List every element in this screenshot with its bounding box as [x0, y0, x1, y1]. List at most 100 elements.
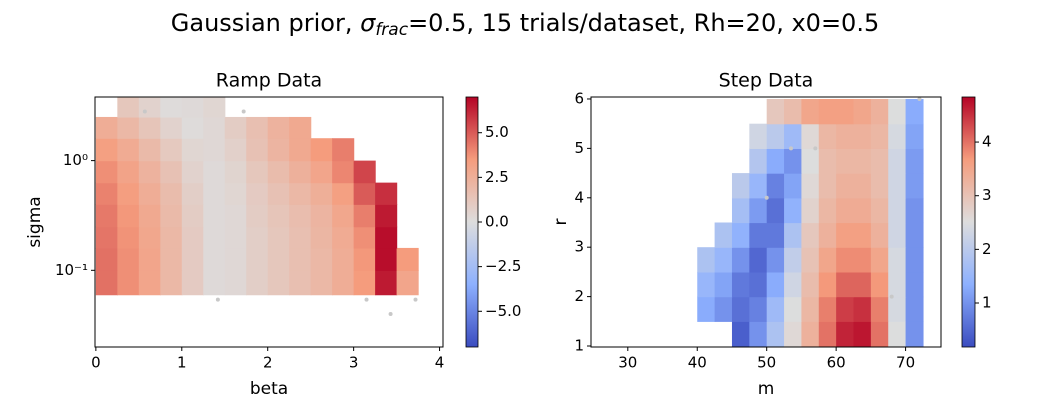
x-tick-label: 30 — [618, 354, 637, 372]
heatmap-cell — [289, 247, 312, 271]
heatmap-cell — [888, 123, 907, 149]
heatmap-cell — [224, 226, 247, 249]
colorbar-tick-label: 4 — [982, 133, 992, 151]
heatmap-cell — [267, 226, 290, 249]
heatmap-cell — [801, 123, 820, 149]
x-tick-label: 3 — [349, 354, 359, 372]
heatmap-cell — [836, 123, 855, 149]
heatmap-cell — [836, 271, 855, 298]
heatmap-cells — [95, 97, 419, 316]
colorbar-tick-label: 3 — [982, 186, 992, 204]
y-tick-label: 10⁻¹ — [55, 261, 88, 279]
heatmap-cell — [246, 247, 269, 271]
scatter-point — [813, 146, 818, 151]
colorbar-tick-label: −5.0 — [485, 302, 521, 320]
y-tick-label: 5 — [574, 139, 584, 157]
heatmap-cell — [117, 138, 140, 162]
heatmap-cell — [836, 98, 855, 125]
heatmap-cell — [332, 226, 355, 249]
heatmap-cell — [117, 247, 140, 271]
heatmap-cell — [905, 197, 924, 224]
heatmap-cell — [784, 296, 803, 322]
heatmap-cell — [714, 296, 733, 322]
heatmap-cell — [836, 296, 855, 322]
heatmap-cell — [697, 271, 716, 298]
heatmap-cell — [714, 222, 733, 248]
y-tick-label: 1 — [574, 337, 584, 355]
heatmap-cell — [836, 222, 855, 248]
heatmap-cell — [784, 271, 803, 298]
heatmap-cell — [267, 204, 290, 228]
heatmap-cell — [332, 270, 355, 296]
scatter-point — [764, 195, 769, 200]
heatmap-cell — [888, 197, 907, 224]
heatmap-cell — [801, 173, 820, 199]
heatmap-cell — [870, 148, 889, 174]
heatmap-cell — [117, 204, 140, 228]
heatmap-cell — [396, 247, 419, 271]
heatmap-cell — [95, 247, 118, 271]
heatmap-cell — [310, 204, 333, 228]
scatter-point — [789, 146, 793, 151]
heatmap-cell — [375, 182, 398, 205]
heatmap-cell — [224, 204, 247, 228]
heatmap-cell — [818, 296, 837, 322]
heatmap-cell — [332, 247, 355, 271]
heatmap-cell — [117, 160, 140, 184]
heatmap-cell — [181, 247, 204, 271]
heatmap-cell — [289, 138, 312, 162]
heatmap-cell — [375, 247, 398, 271]
heatmap-cell — [784, 98, 803, 125]
heatmap-cell — [818, 98, 837, 125]
heatmap-cell — [784, 222, 803, 248]
heatmap-cell — [818, 173, 837, 199]
heatmap-cell — [138, 204, 161, 228]
heatmap-cell — [818, 247, 837, 273]
heatmap-cell — [246, 138, 269, 162]
heatmap-cell — [784, 247, 803, 273]
y-tick-label: 6 — [574, 89, 584, 107]
heatmap-cell — [853, 98, 872, 125]
x-tick-label: 0 — [91, 354, 101, 372]
heatmap-cell — [870, 222, 889, 248]
scatter-point — [364, 297, 369, 302]
heatmap-cell — [160, 204, 183, 228]
heatmap-cell — [375, 226, 398, 249]
plot-frame — [94, 96, 444, 348]
heatmap-cell — [224, 116, 247, 139]
heatmap-cell — [801, 222, 820, 248]
heatmap-cell — [375, 270, 398, 296]
heatmap-cell — [203, 247, 226, 271]
heatmap-cell — [749, 247, 768, 273]
heatmap-cell — [853, 148, 872, 174]
scatter-point — [889, 294, 894, 299]
heatmap-cell — [853, 247, 872, 273]
title-subscript: frac — [375, 20, 408, 40]
heatmap-cell — [853, 222, 872, 248]
heatmap-cell — [117, 116, 140, 139]
heatmap-cell — [203, 204, 226, 228]
heatmap-cell — [870, 197, 889, 224]
heatmap-cell — [181, 182, 204, 205]
heatmap-cell — [160, 138, 183, 162]
heatmap-cell — [818, 321, 837, 347]
heatmap-cell — [905, 123, 924, 149]
heatmap-cell — [289, 204, 312, 228]
heatmap-cell — [95, 182, 118, 205]
heatmap-cell — [203, 182, 226, 205]
scatter-point — [917, 97, 922, 101]
x-tick-label: 1 — [177, 354, 187, 372]
heatmap-cell — [870, 98, 889, 125]
heatmap-cell — [224, 270, 247, 296]
colorbar-tick-label: 1 — [982, 294, 992, 312]
heatmap-cell — [138, 226, 161, 249]
heatmap-cell — [714, 271, 733, 298]
heatmap-cell — [749, 148, 768, 174]
heatmap-cell — [246, 160, 269, 184]
heatmap-cell — [818, 197, 837, 224]
heatmap-cell — [203, 138, 226, 162]
heatmap-cell — [138, 97, 161, 118]
heatmap-cell — [267, 138, 290, 162]
heatmap-cell — [160, 247, 183, 271]
heatmap-cell — [853, 296, 872, 322]
